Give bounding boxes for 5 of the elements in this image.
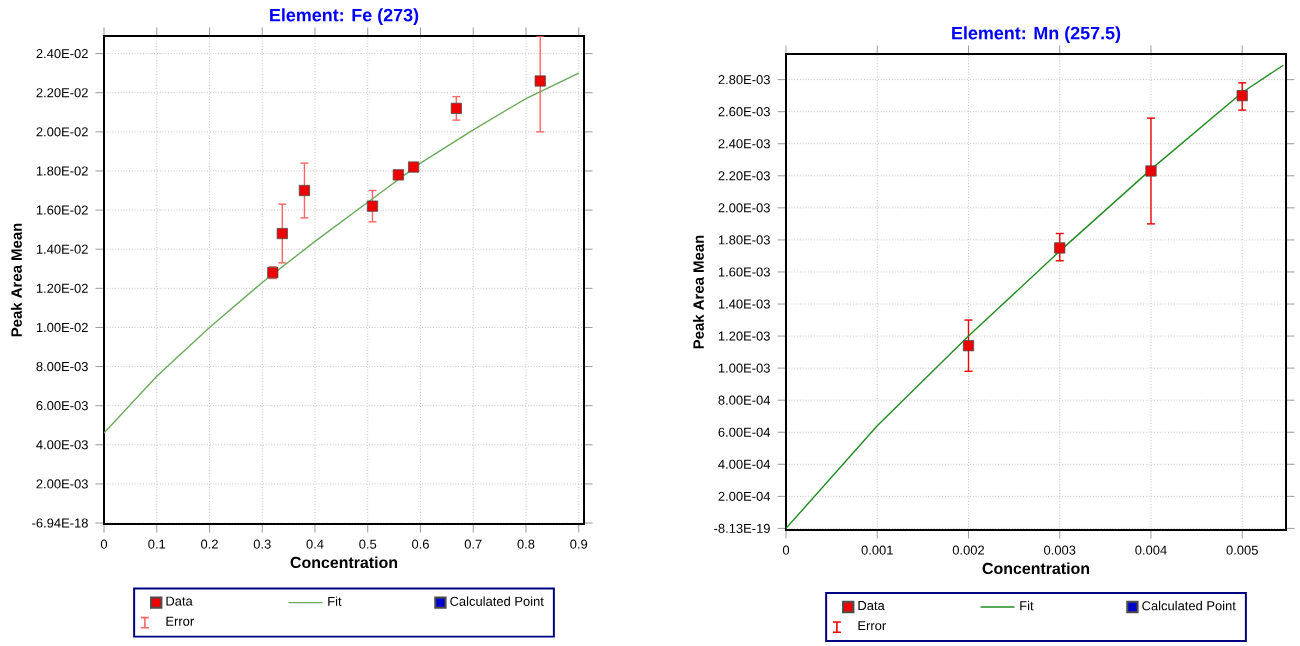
point [392,169,404,181]
chart-title: Element: Fe (273) [270,8,419,25]
chart-title: Element: Mn (257.5) [952,26,1121,43]
point [408,161,420,173]
line-series [104,72,580,434]
